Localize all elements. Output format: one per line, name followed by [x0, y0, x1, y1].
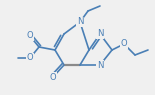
- Text: O: O: [27, 53, 33, 63]
- Text: O: O: [121, 40, 127, 49]
- Text: N: N: [77, 17, 83, 27]
- Text: N: N: [97, 30, 103, 38]
- Text: O: O: [27, 32, 33, 40]
- Text: N: N: [97, 61, 103, 70]
- Text: O: O: [50, 72, 56, 82]
